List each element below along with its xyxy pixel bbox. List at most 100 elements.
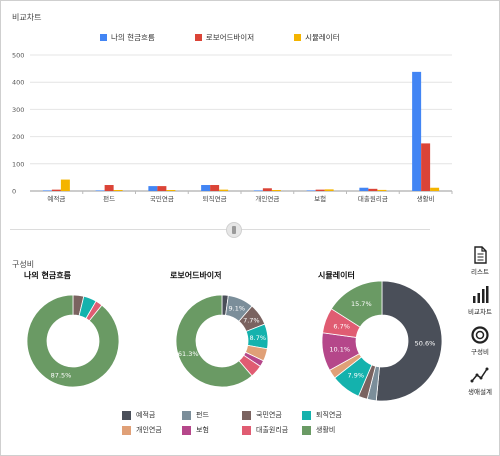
x-tick-label: 퇴직연금 [203,194,227,203]
legend-swatch [302,410,311,420]
slice-label: 6.7% [333,323,350,331]
bar[interactable] [271,190,281,191]
slice-label: 87.5% [51,371,72,379]
donut-title-simulator: 시뮬레이터 [318,271,355,280]
donut-slice[interactable] [375,280,443,402]
x-tick-label: 펀드 [103,194,115,203]
pie-legend-label: 생활비 [316,426,336,434]
nav-item-list[interactable]: 리스트 [462,245,498,276]
legend-swatch-yellow [294,34,302,41]
bar[interactable] [315,189,325,191]
line-chart-icon [470,367,489,383]
bar[interactable] [306,190,316,191]
pie-legend: 예적금 펀드 국민연금 퇴직연금 개인연금 보험 대출원리금 생활비 [122,410,362,435]
bar-chart: 0 100 200 300 400 500 예적금 펀드 국민연금 퇴직연금 개인연금 보험 대출원리금… [12,52,453,203]
legend-swatch [182,425,191,435]
bar[interactable] [201,185,211,191]
donut-title-mine: 나의 현금흐름 [24,271,71,280]
pie-legend-item[interactable]: 대출원리금 [242,425,302,435]
pie-legend-item[interactable]: 개인연금 [122,425,182,435]
legend-item-series-2[interactable]: 시뮬레이터 [294,32,340,43]
bar[interactable] [148,186,158,191]
bar[interactable] [42,190,52,191]
legend-swatch-blue [100,34,107,41]
bar[interactable] [262,188,272,191]
nav-label-list: 리스트 [471,268,489,276]
nav-item-compare[interactable]: 비교차트 [462,285,498,316]
bar[interactable] [157,186,167,191]
nav-item-composition[interactable]: 구성비 [462,325,498,356]
pie-legend-label: 개인연금 [136,426,162,434]
document-icon [474,246,487,264]
bar[interactable] [430,187,440,191]
bar[interactable] [113,190,123,191]
legend-swatch-red [194,34,202,41]
y-tick-label: 500 [12,52,24,60]
legend-swatch [122,410,131,420]
donut-slice[interactable] [330,280,383,328]
bar[interactable] [253,190,263,191]
donut-chart-robo: 9.1% 7.7% 8.7% 61.3% [175,294,269,388]
bar[interactable] [421,143,431,191]
slice-label: 8.7% [250,334,267,342]
y-tick-label: 300 [12,106,24,114]
pie-legend-item[interactable]: 예적금 [122,410,182,420]
donut-slice[interactable] [175,294,253,388]
legend-swatch [242,425,251,435]
bar-legend: 나의 현금흐름 로보어드바이저 시뮬레이터 [100,32,340,43]
y-tick-label: 100 [12,160,24,168]
bar[interactable] [51,189,61,191]
y-tick-label: 200 [12,133,24,141]
pie-legend-item[interactable]: 펀드 [182,410,242,420]
bar[interactable] [60,179,70,191]
composition-title: 구성비 [12,260,35,269]
side-nav: 리스트 비교차트 구성비 생애설계 [462,245,498,405]
bar[interactable] [219,189,229,191]
nav-label-lifeplan: 생애설계 [468,388,492,396]
bar[interactable] [377,189,387,191]
pie-legend-label: 보험 [196,426,209,434]
legend-swatch [122,425,131,435]
pie-legend-label: 예적금 [136,411,156,419]
donut-icon [471,326,489,344]
bar[interactable] [368,188,378,191]
x-tick-label: 생활비 [417,194,435,203]
y-tick-label: 0 [12,188,16,196]
legend-swatch [242,410,251,420]
slice-label: 9.1% [229,305,246,313]
pie-legend-label: 펀드 [196,411,209,419]
divider-drag-handle[interactable] [226,222,242,238]
section-divider [10,229,430,230]
bar[interactable] [210,185,220,191]
bar[interactable] [166,190,176,191]
legend-swatch [182,410,191,420]
pie-legend-item[interactable]: 생활비 [302,425,362,435]
nav-item-lifeplan[interactable]: 생애설계 [462,365,498,396]
legend-item-series-0[interactable]: 나의 현금흐름 [100,32,155,43]
x-tick-label: 개인연금 [255,194,279,203]
pie-legend-label: 국민연금 [256,411,282,419]
pie-legend-item[interactable]: 보험 [182,425,242,435]
slice-label: 7.9% [348,372,365,380]
bar[interactable] [359,187,369,191]
bar[interactable] [412,71,422,191]
pie-legend-item[interactable]: 국민연금 [242,410,302,420]
bar-chart-icon [473,286,489,303]
donut-slice[interactable] [26,294,120,388]
legend-swatch [302,425,311,435]
bar[interactable] [104,185,114,191]
legend-item-series-1[interactable]: 로보어드바이저 [194,32,254,43]
bar[interactable] [324,189,334,191]
legend-label: 나의 현금흐름 [111,33,155,42]
bar[interactable] [95,190,105,191]
donut-title-robo: 로보어드바이저 [170,271,222,280]
donut-chart-mine: 87.5% [26,294,120,388]
y-tick-label: 400 [12,79,24,87]
x-tick-label: 보험 [314,195,326,203]
pie-legend-item[interactable]: 퇴직연금 [302,410,362,420]
nav-label-compare: 비교차트 [468,308,492,316]
x-tick-label: 예적금 [47,194,65,203]
x-tick-label: 국민연금 [150,194,174,203]
slice-label: 50.6% [415,340,436,348]
slice-label: 10.1% [329,345,350,353]
